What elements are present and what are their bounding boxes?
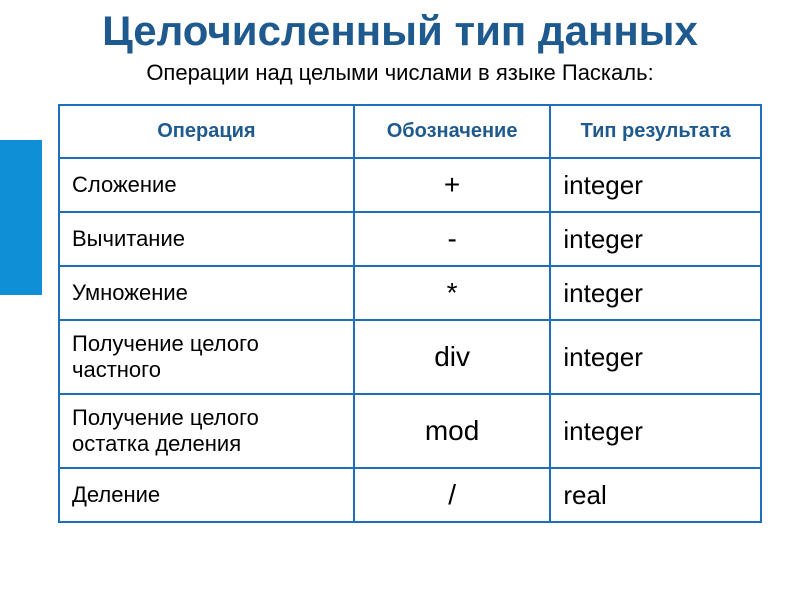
cell-operation: Получение целого частного (59, 320, 354, 394)
operations-table: Операция Обозначение Тип результата Слож… (58, 104, 762, 523)
cell-symbol: - (354, 212, 551, 266)
table-row: Умножение * integer (59, 266, 761, 320)
cell-symbol: div (354, 320, 551, 394)
cell-symbol: mod (354, 394, 551, 468)
cell-operation: Получение целого остатка деления (59, 394, 354, 468)
cell-symbol: + (354, 158, 551, 212)
header-result: Тип результата (550, 105, 761, 158)
table-row: Сложение + integer (59, 158, 761, 212)
cell-operation: Деление (59, 468, 354, 522)
cell-symbol: / (354, 468, 551, 522)
table-row: Деление / real (59, 468, 761, 522)
cell-operation: Сложение (59, 158, 354, 212)
cell-operation: Умножение (59, 266, 354, 320)
cell-result: integer (550, 158, 761, 212)
accent-bar (0, 140, 42, 295)
table-header-row: Операция Обозначение Тип результата (59, 105, 761, 158)
cell-result: integer (550, 394, 761, 468)
page-title: Целочисленный тип данных (0, 0, 800, 54)
page-subtitle: Операции над целыми числами в языке Паск… (0, 60, 800, 86)
header-symbol: Обозначение (354, 105, 551, 158)
table-row: Получение целого частного div integer (59, 320, 761, 394)
cell-symbol: * (354, 266, 551, 320)
table-row: Получение целого остатка деления mod int… (59, 394, 761, 468)
cell-operation: Вычитание (59, 212, 354, 266)
header-operation: Операция (59, 105, 354, 158)
cell-result: real (550, 468, 761, 522)
cell-result: integer (550, 212, 761, 266)
cell-result: integer (550, 320, 761, 394)
operations-table-wrap: Операция Обозначение Тип результата Слож… (58, 104, 762, 523)
table-row: Вычитание - integer (59, 212, 761, 266)
cell-result: integer (550, 266, 761, 320)
